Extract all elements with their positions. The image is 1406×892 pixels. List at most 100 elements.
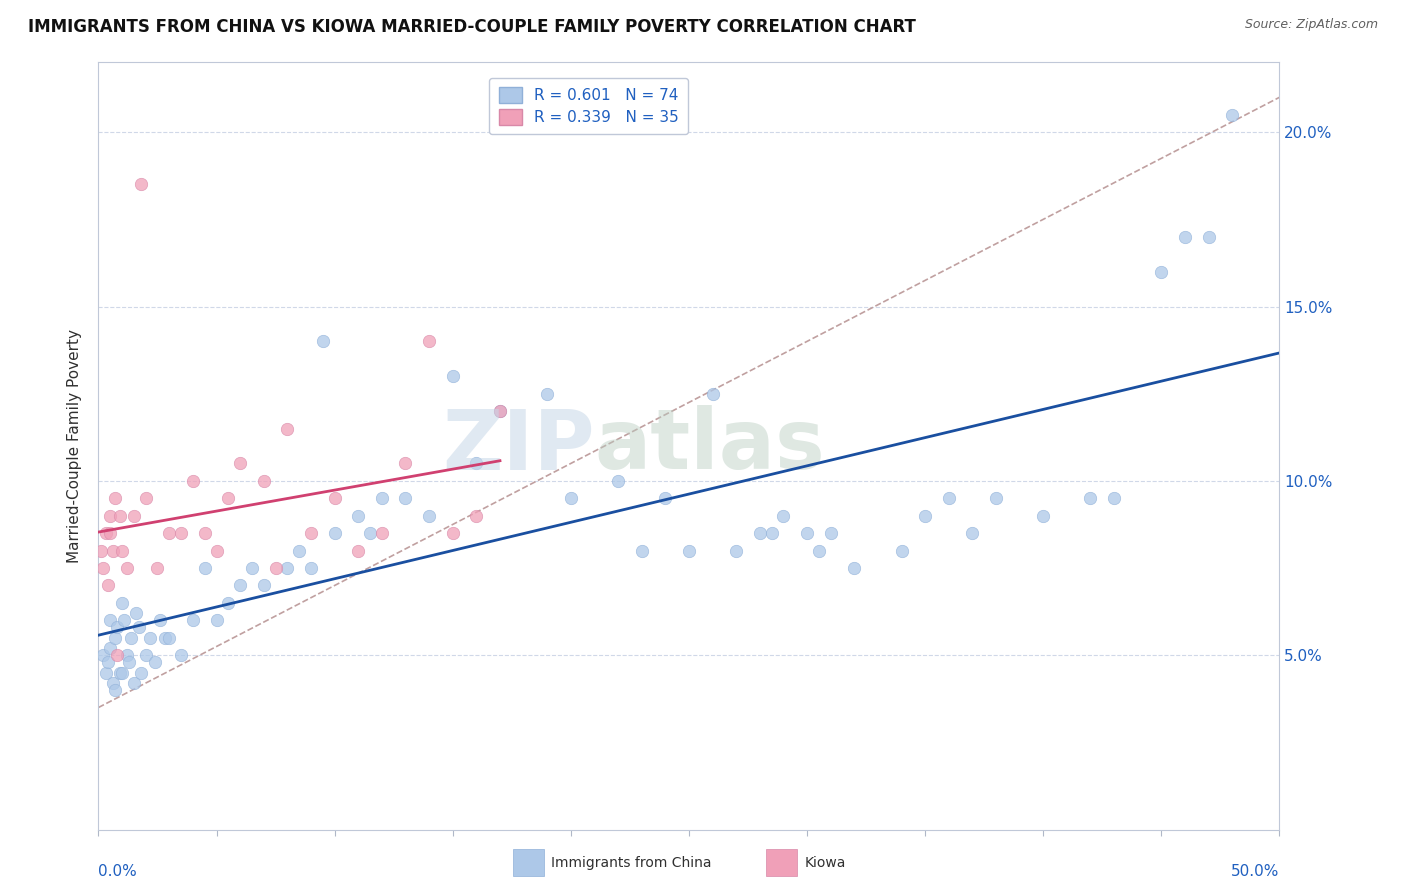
Point <box>394 491 416 506</box>
Text: IMMIGRANTS FROM CHINA VS KIOWA MARRIED-COUPLE FAMILY POVERTY CORRELATION CHART: IMMIGRANTS FROM CHINA VS KIOWA MARRIED-C… <box>28 18 915 36</box>
Point <box>253 474 276 488</box>
Point <box>1150 265 1173 279</box>
Point <box>807 543 830 558</box>
Point <box>98 526 121 541</box>
Point <box>394 457 416 471</box>
Point <box>844 561 866 575</box>
Point <box>276 421 298 435</box>
Point <box>97 578 120 592</box>
Point <box>489 404 512 418</box>
Point <box>121 631 143 645</box>
Point <box>98 613 121 627</box>
Point <box>725 543 748 558</box>
Point <box>914 508 936 523</box>
Point <box>98 508 121 523</box>
Point <box>104 491 127 506</box>
Point <box>890 543 912 558</box>
Point <box>115 648 138 663</box>
Point <box>984 491 1007 506</box>
Point <box>91 561 114 575</box>
Point <box>347 543 370 558</box>
Point <box>194 526 217 541</box>
Point <box>441 369 464 384</box>
Point <box>796 526 818 541</box>
Point <box>125 607 148 621</box>
Point <box>97 655 120 669</box>
Point <box>128 620 150 634</box>
Point <box>94 665 117 680</box>
Point <box>1198 229 1220 244</box>
Point <box>101 676 124 690</box>
Text: Immigrants from China: Immigrants from China <box>551 855 711 870</box>
Point <box>108 508 131 523</box>
Point <box>157 526 180 541</box>
Point <box>240 561 263 575</box>
Point <box>135 491 157 506</box>
Point <box>761 526 783 541</box>
Point <box>111 596 134 610</box>
Point <box>217 596 239 610</box>
Point <box>323 526 346 541</box>
Point <box>323 491 346 506</box>
Text: ZIP: ZIP <box>441 406 595 486</box>
Point <box>217 491 239 506</box>
Point <box>98 641 121 656</box>
Point <box>607 474 630 488</box>
Point <box>276 561 298 575</box>
Point <box>115 561 138 575</box>
Point <box>371 526 394 541</box>
Text: 0.0%: 0.0% <box>98 864 138 880</box>
Point <box>489 404 512 418</box>
Point <box>143 655 166 669</box>
Y-axis label: Married-Couple Family Poverty: Married-Couple Family Poverty <box>67 329 83 563</box>
Point <box>465 508 488 523</box>
Point <box>194 561 217 575</box>
Point <box>299 526 322 541</box>
Point <box>962 526 984 541</box>
Point <box>104 631 127 645</box>
Point <box>229 457 252 471</box>
Point <box>181 613 204 627</box>
Point <box>112 613 135 627</box>
Point <box>146 561 169 575</box>
Point <box>149 613 172 627</box>
Point <box>153 631 176 645</box>
Point <box>105 648 128 663</box>
Text: 50.0%: 50.0% <box>1232 864 1279 880</box>
Point <box>90 543 112 558</box>
Point <box>135 648 157 663</box>
Point <box>772 508 794 523</box>
Point <box>111 665 134 680</box>
Point <box>205 543 228 558</box>
Text: atlas: atlas <box>595 406 825 486</box>
Point <box>654 491 676 506</box>
Point <box>1080 491 1102 506</box>
Point <box>101 543 124 558</box>
Text: Source: ZipAtlas.com: Source: ZipAtlas.com <box>1244 18 1378 31</box>
Point <box>1220 108 1243 122</box>
Point <box>129 178 152 192</box>
Point <box>299 561 322 575</box>
Point <box>560 491 582 506</box>
Point <box>748 526 770 541</box>
Point <box>94 526 117 541</box>
Point <box>347 508 370 523</box>
Point <box>465 457 488 471</box>
Point <box>122 508 145 523</box>
Point <box>418 334 440 349</box>
Point <box>105 620 128 634</box>
Point <box>418 508 440 523</box>
Point <box>181 474 204 488</box>
Point <box>129 665 152 680</box>
Point <box>536 386 558 401</box>
Point <box>630 543 652 558</box>
Point <box>820 526 842 541</box>
Point <box>229 578 252 592</box>
Text: Kiowa: Kiowa <box>804 855 845 870</box>
Point <box>1102 491 1125 506</box>
Point <box>288 543 311 558</box>
Point <box>139 631 162 645</box>
Point <box>91 648 114 663</box>
Point <box>122 676 145 690</box>
Point <box>1174 229 1197 244</box>
